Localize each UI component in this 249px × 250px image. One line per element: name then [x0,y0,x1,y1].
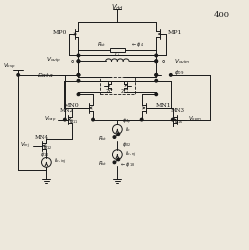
Circle shape [77,54,80,57]
Text: $V_{cap}$: $V_{cap}$ [44,114,56,125]
Text: $\circ$: $\circ$ [69,57,75,65]
Text: $\phi_{4p}$: $\phi_{4p}$ [122,116,131,127]
Circle shape [77,60,80,62]
Text: $\leftarrow\phi_{18}$: $\leftarrow\phi_{18}$ [120,160,135,169]
Text: $2C_i$: $2C_i$ [121,87,130,96]
Text: $I_{b,nj}$: $I_{b,nj}$ [125,150,137,160]
Text: MN0: MN0 [64,104,79,108]
Text: $\circ$: $\circ$ [160,57,166,65]
Text: $R_{st}$: $R_{st}$ [97,40,107,49]
Text: $\phi_{12}$: $\phi_{12}$ [44,143,53,152]
Text: 400: 400 [213,10,229,18]
Circle shape [155,80,158,82]
Circle shape [92,118,94,121]
Circle shape [172,118,174,121]
Text: $V_{dd}$: $V_{dd}$ [111,3,124,13]
Text: MP1: MP1 [168,30,183,35]
Circle shape [77,80,80,82]
Text: $V_{bsp}$: $V_{bsp}$ [3,62,15,72]
Circle shape [17,74,19,76]
Text: MN3: MN3 [171,108,185,113]
Circle shape [77,60,80,62]
Circle shape [155,54,158,57]
Circle shape [155,74,158,76]
Text: $\phi_{16}$: $\phi_{16}$ [174,117,183,126]
Bar [100,77,135,94]
Circle shape [155,74,158,76]
Text: $\leftarrow\phi_4$: $\leftarrow\phi_4$ [131,40,144,49]
Text: $V_{outm}$: $V_{outm}$ [174,57,190,66]
Circle shape [77,74,80,76]
Text: $\phi_{09}$: $\phi_{09}$ [174,68,184,78]
Circle shape [113,136,116,138]
Text: $R_{st}$: $R_{st}$ [98,159,108,168]
Circle shape [155,93,158,96]
Circle shape [77,93,80,96]
Text: $\phi_{10}$: $\phi_{10}$ [40,150,49,159]
Text: $V_{inj}$: $V_{inj}$ [20,141,31,151]
Text: $L_i$: $L_i$ [114,50,121,59]
Text: $Data$: $Data$ [37,71,53,79]
Circle shape [63,118,66,121]
Circle shape [77,74,80,76]
Text: MN1: MN1 [155,104,171,108]
Text: MP0: MP0 [52,30,67,35]
Text: $V_{opm}$: $V_{opm}$ [188,114,202,125]
Text: MN2: MN2 [60,108,74,113]
Text: $V_{outp}$: $V_{outp}$ [46,56,61,66]
Text: $R_{st}$: $R_{st}$ [98,134,108,142]
Text: $2C$: $2C$ [105,88,114,96]
Text: MN4: MN4 [35,134,49,140]
Circle shape [155,60,158,62]
Text: $I_{b,inj}$: $I_{b,inj}$ [54,157,67,168]
Circle shape [117,133,120,136]
Text: $\phi_{02}$: $\phi_{02}$ [122,140,131,149]
Circle shape [155,60,158,62]
Circle shape [140,118,143,121]
Circle shape [170,74,172,76]
Circle shape [117,158,120,161]
Text: $\phi_{11}$: $\phi_{11}$ [69,117,78,126]
Circle shape [113,161,116,164]
Bar [110,48,125,52]
Text: $I_b$: $I_b$ [125,125,131,134]
